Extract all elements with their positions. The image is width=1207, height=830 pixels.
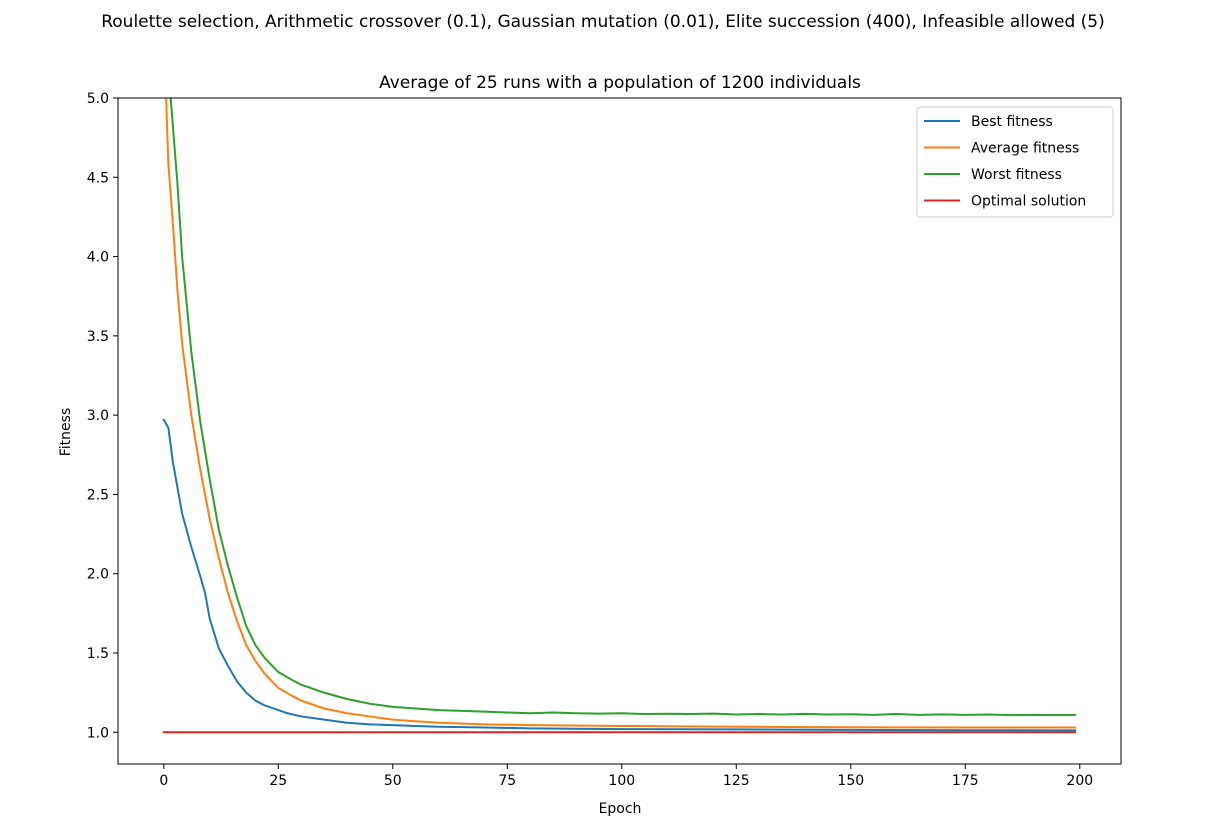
- x-tick-label: 175: [952, 773, 979, 789]
- y-axis-ticks: 1.0 1.5 2.0 2.5 3.0 3.5 4.0 4.5 5.0: [87, 91, 118, 741]
- x-axis-label: Epoch: [599, 801, 642, 817]
- x-tick-label: 100: [608, 773, 635, 789]
- x-tick-label: 75: [498, 773, 516, 789]
- x-tick-label: 0: [159, 773, 168, 789]
- series-line-average-fitness: [165, 98, 1077, 729]
- y-tick-label: 2.5: [87, 487, 109, 503]
- chart-suptitle: Roulette selection, Arithmetic crossover…: [101, 12, 1105, 32]
- y-tick-label: 1.0: [87, 725, 109, 741]
- y-tick-label: 4.5: [87, 170, 109, 186]
- legend-label-best-fitness: Best fitness: [971, 114, 1053, 130]
- axes-border: [117, 97, 1122, 765]
- x-axis-ticks: 0 25 50 75 100 125 150 175 200: [159, 764, 1093, 789]
- y-tick-label: 5.0: [87, 91, 109, 107]
- legend-label-worst-fitness: Worst fitness: [971, 167, 1062, 183]
- y-tick-label: 3.5: [87, 329, 109, 345]
- legend: Best fitness Average fitness Worst fitness…: [916, 106, 1114, 218]
- series-line-worst-fitness: [169, 98, 1077, 717]
- series-line-best-fitness: [162, 418, 1077, 732]
- y-tick-label: 4.0: [87, 250, 109, 266]
- x-tick-label: 25: [269, 773, 287, 789]
- y-tick-label: 2.0: [87, 567, 109, 583]
- plot-area: [162, 98, 1077, 734]
- x-tick-label: 200: [1066, 773, 1093, 789]
- x-tick-label: 50: [384, 773, 402, 789]
- legend-label-optimal-solution: Optimal solution: [971, 194, 1086, 210]
- chart-title: Average of 25 runs with a population of …: [379, 73, 861, 93]
- legend-box: [916, 106, 1114, 218]
- legend-label-average-fitness: Average fitness: [971, 141, 1079, 157]
- x-tick-label: 125: [723, 773, 750, 789]
- y-tick-label: 3.0: [87, 408, 109, 424]
- axes-frame: [117, 97, 1122, 765]
- y-tick-label: 1.5: [87, 646, 109, 662]
- x-tick-label: 150: [837, 773, 864, 789]
- y-axis-label: Fitness: [58, 408, 74, 457]
